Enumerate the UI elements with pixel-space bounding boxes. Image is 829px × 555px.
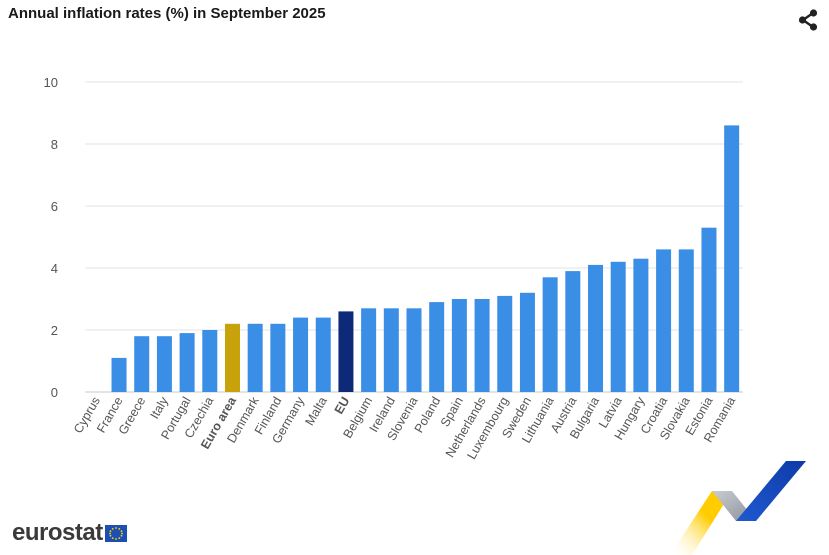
bar bbox=[293, 317, 309, 392]
bar bbox=[406, 308, 422, 392]
bar bbox=[497, 295, 513, 392]
y-tick-label: 10 bbox=[44, 75, 58, 90]
bar bbox=[429, 302, 445, 392]
bar bbox=[270, 323, 286, 392]
eu-flag-icon bbox=[104, 524, 127, 542]
eurostat-logo: eurostat bbox=[12, 519, 127, 547]
bar bbox=[224, 323, 240, 392]
bar bbox=[565, 271, 581, 392]
chart-title: Annual inflation rates (%) in September … bbox=[8, 5, 326, 22]
bar bbox=[134, 336, 150, 392]
bar bbox=[474, 299, 490, 392]
bar bbox=[588, 264, 604, 392]
x-tick-label: Malta bbox=[302, 394, 329, 428]
bar bbox=[724, 125, 740, 393]
bar bbox=[247, 323, 263, 392]
y-tick-label: 2 bbox=[51, 323, 58, 338]
bar bbox=[451, 299, 467, 392]
bar bbox=[156, 336, 172, 392]
decorative-ribbon bbox=[670, 461, 806, 555]
bar bbox=[111, 357, 127, 392]
y-tick-label: 6 bbox=[51, 199, 58, 214]
bar bbox=[361, 308, 377, 392]
bar bbox=[610, 261, 626, 392]
bar bbox=[678, 249, 694, 392]
bar bbox=[701, 227, 717, 392]
y-tick-label: 4 bbox=[51, 261, 58, 276]
y-tick-label: 8 bbox=[51, 137, 58, 152]
bar bbox=[202, 330, 218, 392]
bar bbox=[338, 311, 354, 392]
bar bbox=[542, 277, 558, 392]
bar bbox=[315, 317, 331, 392]
share-icon[interactable] bbox=[796, 8, 820, 32]
bar bbox=[633, 258, 649, 392]
y-tick-label: 0 bbox=[51, 385, 58, 400]
bar bbox=[179, 333, 195, 392]
x-tick-label: EU bbox=[332, 395, 353, 417]
bar bbox=[656, 249, 672, 392]
bar bbox=[383, 308, 399, 392]
logo-text: eurostat bbox=[12, 519, 103, 546]
bar bbox=[519, 292, 535, 392]
